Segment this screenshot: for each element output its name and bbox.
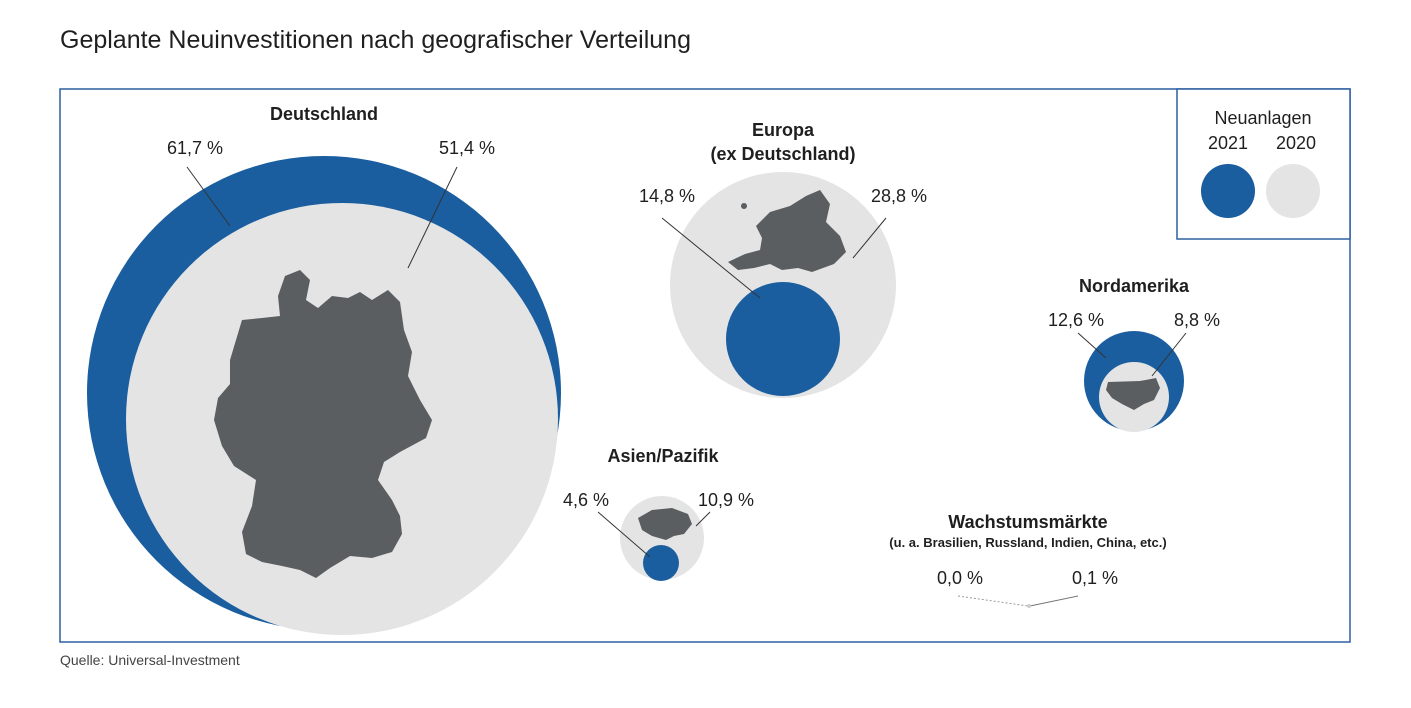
region-deutschland: Deutschland 61,7 % 51,4 % <box>87 104 561 635</box>
leader-nordamerika-2021 <box>1077 332 1107 359</box>
label-wachstum-2021: 0,0 % <box>937 568 983 588</box>
region-subtitle-europa: (ex Deutschland) <box>710 144 855 164</box>
map-europe-icon <box>728 190 846 272</box>
map-usa-icon <box>1106 378 1160 410</box>
chart-frame <box>59 88 1351 643</box>
region-asien-pazifik: Asien/Pazifik 4,6 % 10,9 % <box>563 446 754 581</box>
leader-deutschland-2020 <box>407 166 458 269</box>
region-title-nordamerika: Nordamerika <box>1079 276 1190 296</box>
leader-asien-2020 <box>695 511 711 527</box>
leader-wachstum-2021 <box>957 595 1029 607</box>
legend-title: Neuanlagen <box>1214 108 1311 128</box>
region-europa: Europa (ex Deutschland) 14,8 % 28,8 % <box>639 120 927 398</box>
label-wachstum-2020: 0,1 % <box>1072 568 1118 588</box>
leader-asien-2021 <box>597 511 651 558</box>
leader-nordamerika-2020 <box>1151 332 1187 377</box>
legend: Neuanlagen 2021 2020 <box>1176 88 1351 240</box>
region-title-europa: Europa <box>752 120 815 140</box>
leader-wachstum-2020 <box>1029 595 1079 607</box>
label-deutschland-2021: 61,7 % <box>167 138 223 158</box>
region-subtitle-wachstum: (u. a. Brasilien, Russland, Indien, Chin… <box>889 535 1166 550</box>
map-germany-icon <box>214 270 432 578</box>
legend-label-2020: 2020 <box>1276 133 1316 153</box>
label-asien-2021: 4,6 % <box>563 490 609 510</box>
leader-europa-2020 <box>852 217 887 259</box>
region-title-wachstum: Wachstumsmärkte <box>948 512 1107 532</box>
label-europa-2021: 14,8 % <box>639 186 695 206</box>
legend-box <box>1176 88 1351 240</box>
bubble-asien-2021 <box>643 545 679 581</box>
region-nordamerika: Nordamerika 12,6 % 8,8 % <box>1048 276 1220 432</box>
label-europa-2020: 28,8 % <box>871 186 927 206</box>
legend-swatch-2020 <box>1266 164 1320 218</box>
leader-europa-2021 <box>661 217 761 299</box>
region-wachstumsmaerkte: Wachstumsmärkte (u. a. Brasilien, Russla… <box>889 512 1167 608</box>
map-iceland-icon <box>741 203 747 209</box>
leader-deutschland-2021 <box>186 166 231 227</box>
page-title: Geplante Neuinvestitionen nach geografis… <box>60 26 691 54</box>
bubble-wachstum-2020 <box>1027 604 1031 608</box>
label-asien-2020: 10,9 % <box>698 490 754 510</box>
label-deutschland-2020: 51,4 % <box>439 138 495 158</box>
map-asia-icon <box>638 508 692 540</box>
label-nordamerika-2020: 8,8 % <box>1174 310 1220 330</box>
bubble-europa-2021 <box>726 282 840 396</box>
label-nordamerika-2021: 12,6 % <box>1048 310 1104 330</box>
source-note: Quelle: Universal-Investment <box>60 652 240 668</box>
region-title-deutschland: Deutschland <box>270 104 378 124</box>
legend-swatch-2021 <box>1201 164 1255 218</box>
legend-label-2021: 2021 <box>1208 133 1248 153</box>
region-title-asien: Asien/Pazifik <box>607 446 719 466</box>
